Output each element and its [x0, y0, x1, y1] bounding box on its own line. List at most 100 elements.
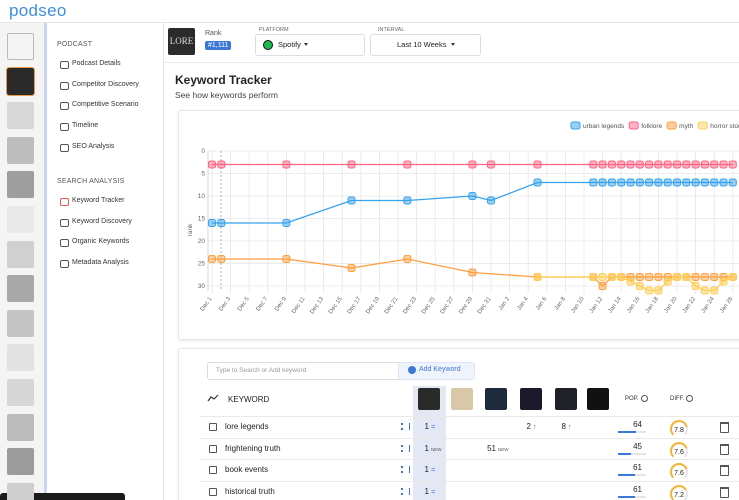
- details-icon[interactable]: [401, 423, 410, 430]
- keyword: frightening truth: [225, 443, 281, 453]
- nav-item[interactable]: Keyword Tracker: [72, 197, 125, 204]
- x-tick-label: Jan 12: [589, 296, 605, 315]
- delete-icon[interactable]: [720, 487, 729, 499]
- column-thumbnail[interactable]: [485, 388, 507, 410]
- podcast-thumbnail[interactable]: [7, 344, 34, 372]
- nav-icon[interactable]: [60, 123, 69, 132]
- podcast-thumbnail[interactable]: [6, 66, 35, 96]
- row-checkbox[interactable]: [209, 488, 217, 497]
- gauge-fill: [670, 441, 688, 458]
- logo[interactable]: podseo: [9, 1, 67, 20]
- delete-icon[interactable]: [720, 443, 729, 455]
- legend-label: folklore: [641, 123, 662, 130]
- podcast-thumbnail[interactable]: [7, 448, 34, 476]
- x-tick-label: Dec 13: [309, 296, 325, 316]
- pop-bar: [618, 452, 631, 455]
- diff-gauge: 7.8: [670, 420, 688, 436]
- podcast-thumbnail[interactable]: [7, 136, 34, 164]
- column-thumbnail[interactable]: [418, 388, 440, 410]
- nav-item[interactable]: Keyword Discovery: [72, 217, 132, 225]
- rank-change: ↑: [568, 422, 572, 431]
- details-icon[interactable]: [401, 488, 410, 496]
- pop-value: 61: [633, 485, 642, 495]
- podcast-thumbnail[interactable]: [168, 28, 195, 55]
- point: [533, 178, 542, 187]
- pop-bar: [618, 474, 636, 477]
- point: [728, 178, 737, 187]
- info-icon[interactable]: [641, 395, 648, 402]
- x-tick-label: Jan 14: [608, 296, 624, 315]
- nav-item[interactable]: Competitor Discovery: [72, 80, 139, 88]
- column-thumbnail[interactable]: [520, 388, 542, 410]
- details-icon[interactable]: [401, 466, 410, 474]
- nav-icon[interactable]: [60, 198, 69, 206]
- row-checkbox[interactable]: [209, 444, 217, 453]
- x-tick-label: Dec 11: [291, 296, 307, 315]
- point: [607, 273, 616, 281]
- delete-icon[interactable]: [720, 422, 729, 433]
- nav-item[interactable]: Organic Keywords: [72, 238, 130, 246]
- nav-icon[interactable]: [60, 61, 69, 69]
- nav-icon[interactable]: [60, 218, 69, 227]
- dropdown-caret: [304, 43, 308, 46]
- podcast-thumbnail[interactable]: [7, 33, 34, 60]
- rank-value: 51: [487, 443, 496, 453]
- podcast-thumbnail[interactable]: [7, 171, 34, 199]
- diff-value: 7.8: [674, 427, 684, 434]
- podcast-thumbnail[interactable]: [7, 240, 34, 268]
- details-icon[interactable]: [401, 444, 410, 452]
- nav-icon[interactable]: [60, 143, 69, 152]
- column-thumbnail[interactable]: [587, 388, 609, 410]
- podcast-thumbnail[interactable]: [7, 309, 34, 337]
- nav-item[interactable]: SEO Analysis: [72, 142, 115, 150]
- rank-change: NEW: [431, 446, 442, 452]
- nav-icon[interactable]: [60, 81, 69, 90]
- column-thumbnail[interactable]: [555, 388, 577, 410]
- diff-gauge: 7.2: [670, 485, 688, 500]
- x-tick-label: Jan 26: [719, 296, 735, 315]
- point: [663, 178, 672, 187]
- nav-item[interactable]: Timeline: [72, 122, 99, 130]
- rank-value: 1: [424, 487, 429, 497]
- podcast-thumbnail[interactable]: [7, 275, 34, 303]
- point: [635, 178, 644, 187]
- nav-icon[interactable]: [60, 102, 69, 111]
- point: [487, 160, 495, 169]
- header-border: [164, 62, 739, 63]
- rank-change: NEW: [498, 446, 509, 452]
- podcast-thumbnail[interactable]: [7, 102, 34, 130]
- nav-icon[interactable]: [60, 260, 69, 269]
- point: [617, 160, 626, 169]
- point: [691, 178, 700, 187]
- y-tick-label: 0: [201, 148, 205, 155]
- podcast-thumbnail[interactable]: [7, 482, 34, 500]
- keyword-header: KEYWORD: [228, 395, 270, 404]
- pop-header: POP.: [625, 396, 639, 402]
- column-thumbnail[interactable]: [451, 388, 473, 410]
- delete-icon[interactable]: [720, 465, 729, 477]
- point: [710, 273, 719, 281]
- sidebar-border: [163, 23, 164, 500]
- x-tick-label: Dec 5: [237, 296, 251, 313]
- platform-dropdown[interactable]: [255, 34, 365, 56]
- interval-dropdown[interactable]: [370, 34, 481, 56]
- nav-item[interactable]: Podcast Details: [72, 60, 121, 67]
- podcast-thumbnail-text: LORE: [169, 36, 194, 46]
- point: [626, 160, 635, 169]
- point: [682, 178, 691, 187]
- x-tick-label: Dec 31: [477, 296, 493, 316]
- podcast-thumbnail[interactable]: [7, 379, 34, 406]
- x-tick-label: Dec 19: [365, 296, 381, 316]
- nav-icon[interactable]: [60, 239, 69, 248]
- info-icon[interactable]: [686, 395, 693, 402]
- podcast-thumbnail[interactable]: [7, 413, 34, 441]
- nav-item[interactable]: Metadata Analysis: [72, 259, 129, 267]
- nav-item[interactable]: Competitive Scenario: [72, 101, 139, 109]
- row-checkbox[interactable]: [209, 423, 217, 431]
- row-checkbox[interactable]: [209, 466, 217, 475]
- podcast-thumbnail[interactable]: [7, 206, 34, 233]
- point: [533, 273, 542, 281]
- add-keyword-button[interactable]: [398, 362, 475, 380]
- point: [347, 196, 356, 205]
- point: [282, 160, 291, 169]
